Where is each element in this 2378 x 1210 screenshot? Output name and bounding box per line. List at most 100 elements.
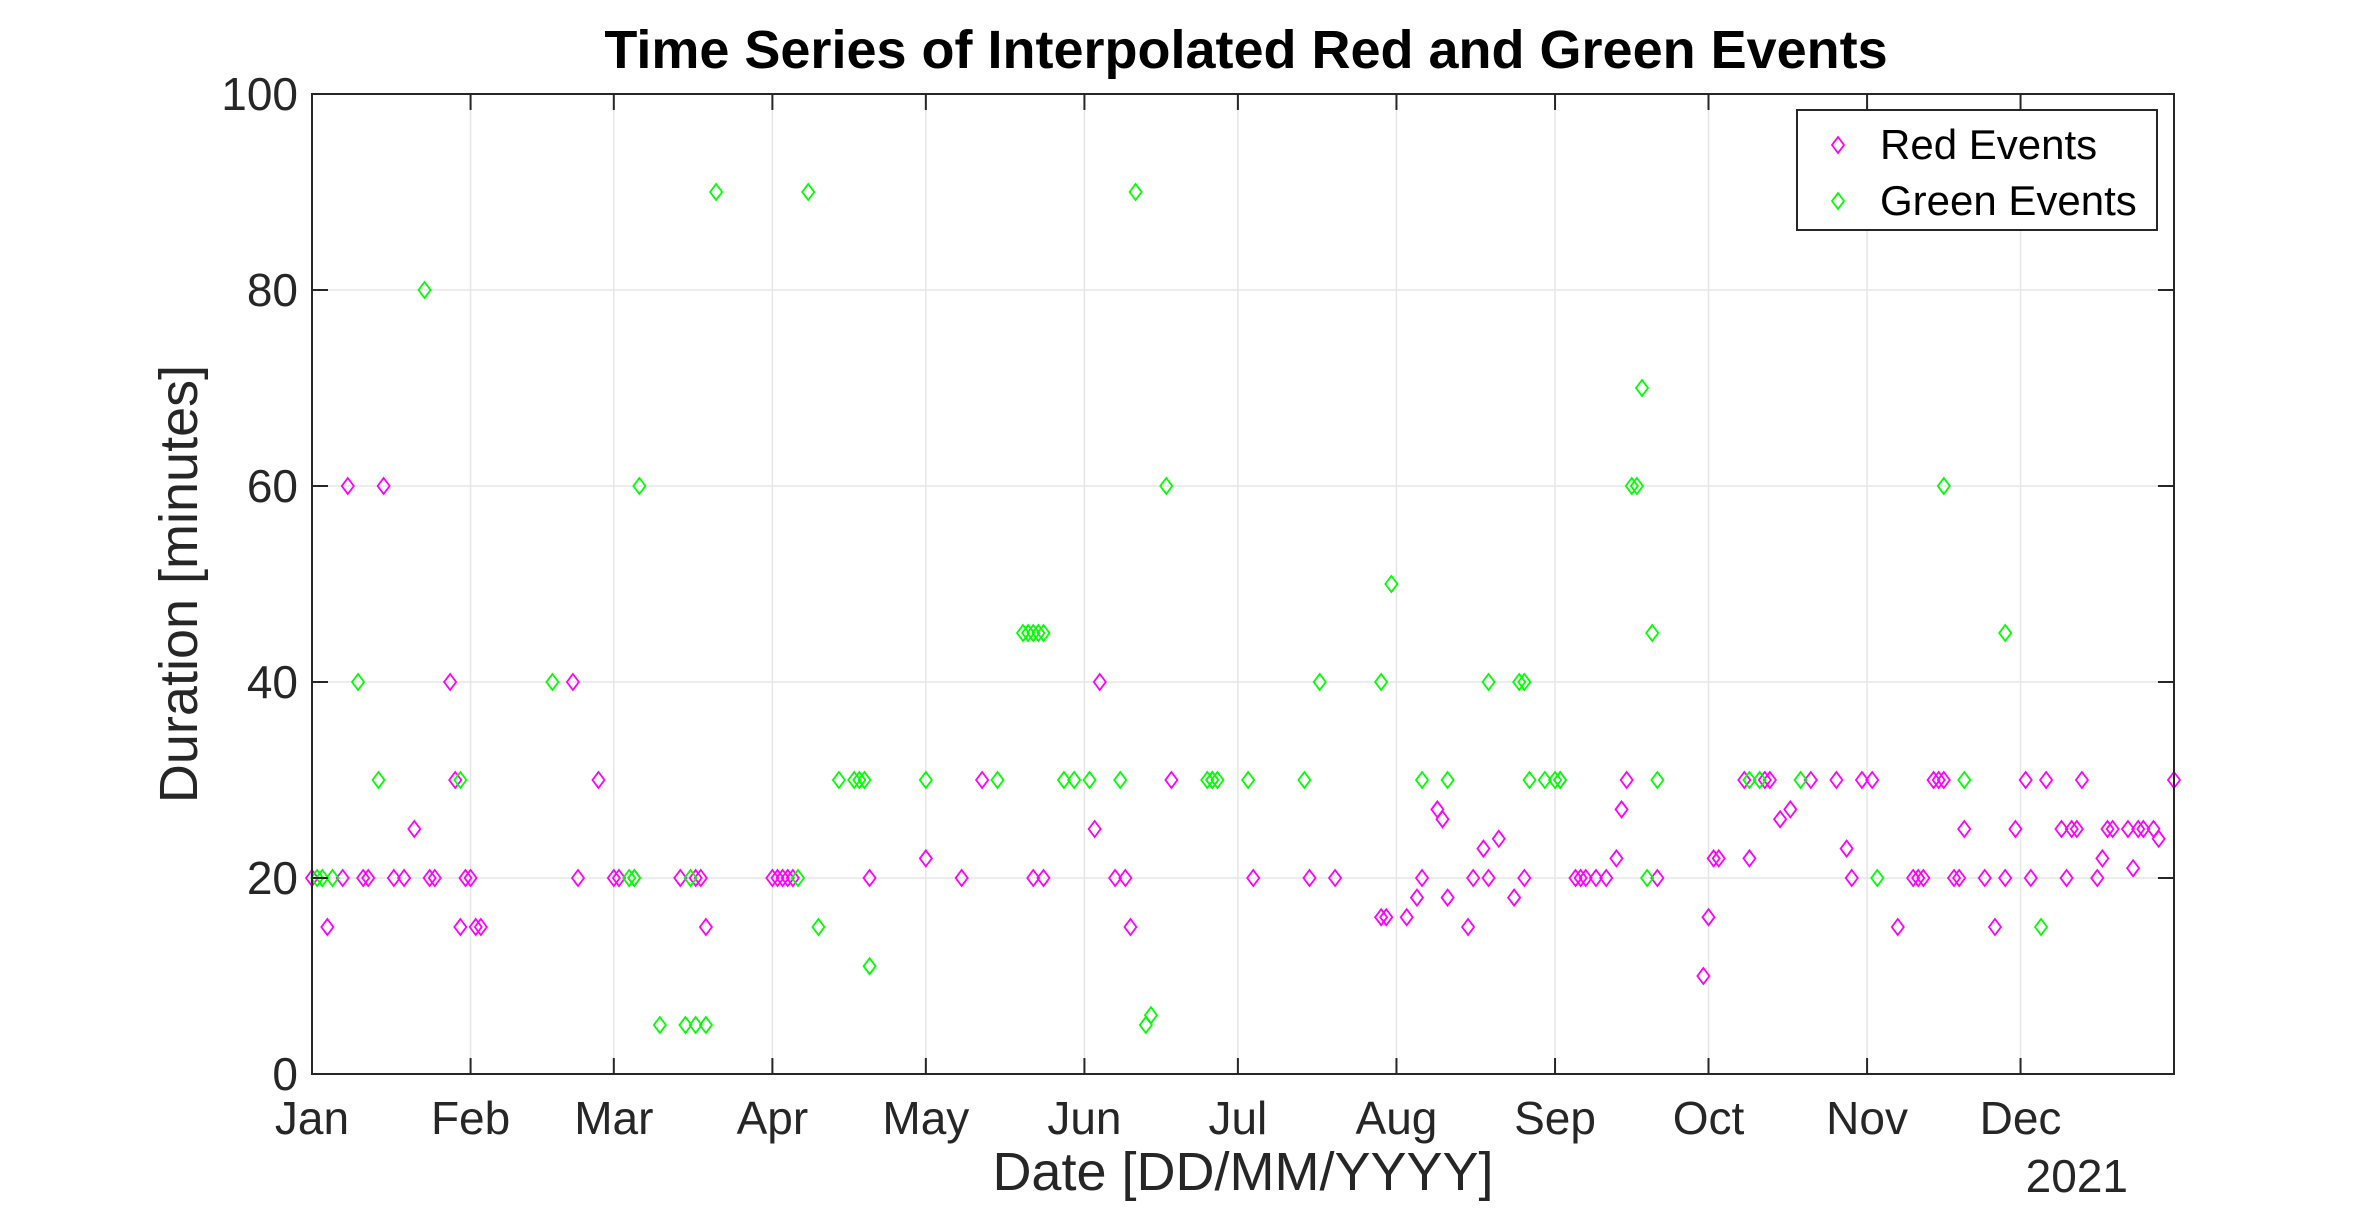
red-events-point	[1711, 848, 1726, 868]
red-events-point	[1409, 888, 1425, 908]
red-events-point	[1414, 868, 1430, 888]
red-events-point	[974, 770, 990, 790]
green-events-point	[652, 1015, 667, 1035]
red-events-point	[1916, 868, 1931, 888]
green-events-point	[315, 868, 330, 888]
red-events-point	[1440, 888, 1455, 908]
red-events-point	[1573, 868, 1588, 888]
red-events-point	[1302, 868, 1317, 888]
green-events-point	[1624, 476, 1639, 496]
green-events-point	[1629, 476, 1645, 496]
red-events-point	[673, 868, 688, 888]
red-events-point	[386, 868, 401, 888]
green-events-point	[1742, 770, 1757, 790]
grid	[312, 94, 2174, 1074]
red-events-point	[1087, 819, 1102, 839]
green-events-point	[852, 770, 867, 790]
legend-label-red-events: Red Events	[1880, 121, 2097, 168]
green-events-point	[1205, 770, 1220, 790]
red-events-point	[1123, 917, 1138, 937]
green-events-point	[1312, 672, 1327, 692]
red-events-point	[2008, 819, 2023, 839]
green-events-point	[1752, 770, 1767, 790]
red-events-point	[1609, 848, 1624, 868]
red-events-point	[2038, 770, 2054, 790]
green-events-point	[1522, 770, 1537, 790]
red-events-point	[591, 770, 606, 790]
green-events-point	[1297, 770, 1312, 790]
green-events-point	[1026, 623, 1041, 643]
green-events-point	[801, 182, 816, 202]
red-events-point	[1890, 917, 1905, 937]
green-events-point	[350, 672, 366, 692]
green-events-point	[1067, 770, 1082, 790]
red-events-point	[473, 917, 488, 937]
x-axis-label: Date [DD/MM/YYYY]	[992, 1142, 1493, 1202]
green-events-point	[1200, 770, 1215, 790]
red-events-point	[407, 819, 422, 839]
year-label: 2021	[2026, 1150, 2128, 1202]
red-events-point	[1650, 868, 1665, 888]
green-events-point	[1384, 574, 1399, 594]
green-events-point	[1210, 770, 1225, 790]
red-events-point	[1481, 868, 1496, 888]
green-events-point	[371, 770, 386, 790]
red-events-point	[2090, 868, 2105, 888]
red-events-point	[954, 868, 969, 888]
x-tick-label: Jan	[275, 1092, 349, 1144]
plot-area	[312, 94, 2174, 1074]
green-events-point	[1553, 770, 1568, 790]
red-events-point	[1829, 770, 1844, 790]
red-events-point	[765, 868, 780, 888]
chart-title: Time Series of Interpolated Red and Gree…	[604, 20, 1887, 80]
red-events-point	[918, 848, 933, 868]
red-events-point	[1783, 799, 1798, 819]
green-events-point	[453, 770, 468, 790]
red-events-point	[2095, 848, 2110, 868]
green-events-point	[1639, 868, 1655, 888]
red-events-point	[1737, 770, 1752, 790]
x-tick-label: Jun	[1047, 1092, 1121, 1144]
red-events-point	[1399, 907, 1414, 927]
red-events-point	[396, 868, 412, 888]
red-events-point	[1026, 868, 1041, 888]
green-events-point	[1036, 623, 1051, 643]
red-events-point	[688, 868, 703, 888]
red-events-point	[442, 672, 458, 692]
green-events-point	[309, 868, 325, 888]
y-tick-label: 60	[247, 460, 298, 512]
green-events-point	[1440, 770, 1455, 790]
x-tick-label: Mar	[574, 1092, 653, 1144]
red-events-point	[453, 917, 468, 937]
green-events-point	[1056, 770, 1072, 790]
red-events-point	[1599, 868, 1614, 888]
green-events-point	[632, 476, 647, 496]
red-events-point	[1952, 868, 1967, 888]
legend-box	[1796, 109, 2158, 231]
green-events-point	[1128, 182, 1143, 202]
red-events-point	[606, 868, 621, 888]
green-events-point	[1645, 623, 1660, 643]
green-events-point	[698, 1015, 714, 1035]
red-events-point	[376, 476, 391, 496]
red-events-point	[2074, 770, 2090, 790]
y-tick-label: 20	[247, 852, 298, 904]
red-events-point	[1614, 799, 1629, 819]
red-events-point	[565, 672, 581, 692]
red-events-point	[427, 868, 442, 888]
red-events-point	[1701, 907, 1716, 927]
red-events-point	[2100, 819, 2115, 839]
red-events-point	[422, 868, 437, 888]
green-events-point	[2033, 917, 2049, 937]
red-events-point	[2064, 819, 2079, 839]
red-events-point	[1936, 770, 1951, 790]
red-events-point	[1460, 917, 1476, 937]
x-tick-label: Feb	[431, 1092, 510, 1144]
red-events-point	[468, 917, 483, 937]
red-events-point	[1957, 819, 1972, 839]
red-events-point	[780, 868, 795, 888]
red-events-point	[2054, 819, 2069, 839]
red-events-point	[1619, 770, 1634, 790]
green-events-point	[1547, 770, 1563, 790]
